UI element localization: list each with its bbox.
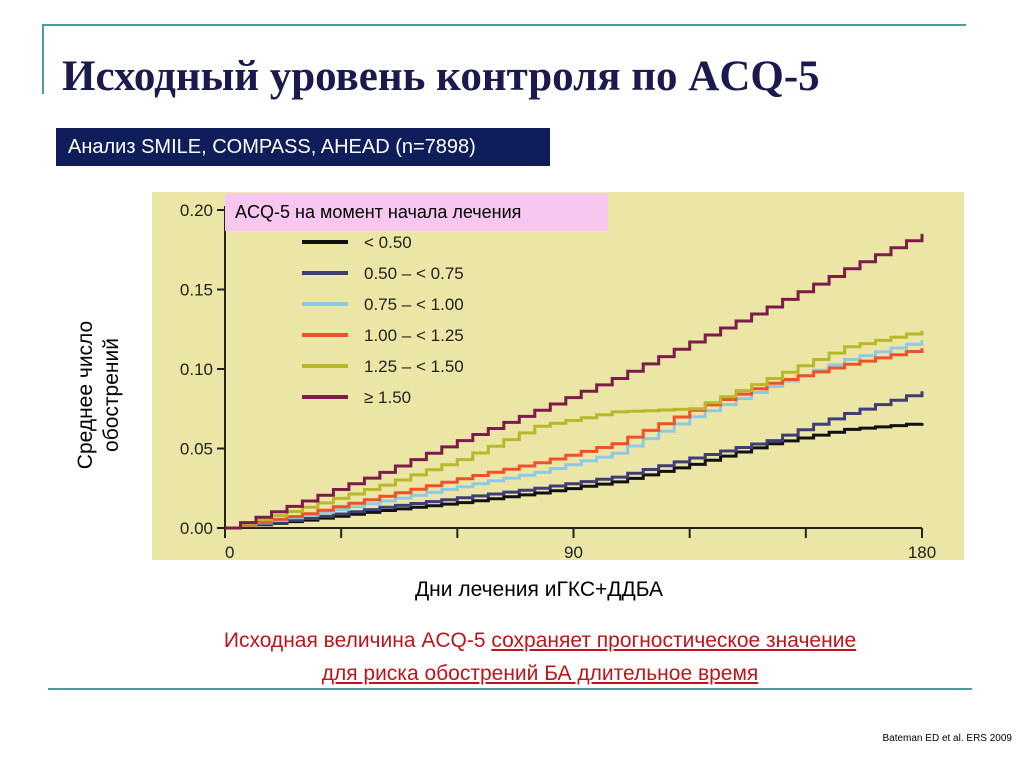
line-chart: 0.00 0.05 0.10 0.15 0.20 0 90 180 < 0.50 0.50 – <… bbox=[152, 192, 964, 560]
y-axis-label: Среднее число обострений bbox=[68, 300, 130, 490]
conclusion-emphasis-1: сохраняет прогностическое значение bbox=[491, 629, 857, 652]
series-line-4 bbox=[225, 348, 924, 530]
conclusion-plain: Исходная величина ACQ-5 bbox=[223, 629, 492, 652]
legend-label: ≥ 1.50 bbox=[364, 388, 411, 407]
slide-title: Исходный уровень контроля по ACQ-5 bbox=[62, 53, 820, 100]
y-axis-label-line-2: обострений bbox=[100, 338, 124, 452]
x-tick-label: 90 bbox=[564, 543, 583, 560]
y-tick-label: 0.05 bbox=[180, 440, 213, 459]
legend-label: 1.00 – < 1.25 bbox=[364, 326, 464, 345]
conclusion-emphasis-2: для риска обострений БА длительное время bbox=[321, 662, 759, 685]
chart-background bbox=[152, 192, 964, 560]
legend-label: < 0.50 bbox=[364, 233, 412, 252]
x-axis-label: Дни лечения иГКС+ДДБА bbox=[414, 578, 664, 601]
x-tick-label: 180 bbox=[908, 543, 936, 560]
series-line-2 bbox=[225, 391, 924, 530]
conclusion-text: Исходная величина ACQ-5 сохраняет прогно… bbox=[40, 624, 1024, 690]
y-tick-label: 0.00 bbox=[180, 519, 213, 538]
legend-label: 1.25 – < 1.50 bbox=[364, 357, 464, 376]
legend-title: ACQ-5 на момент начала лечения bbox=[225, 193, 608, 231]
x-tick-label: 0 bbox=[225, 543, 234, 560]
chart-panel: 0.00 0.05 0.10 0.15 0.20 0 90 180 < 0.50 0.50 – <… bbox=[152, 192, 964, 560]
series-line-5 bbox=[225, 330, 924, 530]
citation: Bateman ED et al. ERS 2009 bbox=[882, 733, 1012, 744]
subtitle-banner: Анализ SMILE, COMPASS, AHEAD (n=7898) bbox=[56, 128, 550, 166]
series-line-1 bbox=[225, 422, 924, 530]
legend-label: 0.75 – < 1.00 bbox=[364, 295, 464, 314]
legend-label: 0.50 – < 0.75 bbox=[364, 264, 464, 283]
y-tick-label: 0.15 bbox=[180, 281, 213, 300]
y-tick-label: 0.10 bbox=[180, 360, 213, 379]
series-line-6 bbox=[225, 233, 924, 530]
bottom-divider bbox=[48, 688, 972, 690]
top-divider bbox=[42, 24, 966, 26]
y-tick-label: 0.20 bbox=[180, 201, 213, 220]
left-accent-bar bbox=[42, 24, 44, 94]
y-axis-label-line-1: Среднее число bbox=[74, 320, 98, 470]
